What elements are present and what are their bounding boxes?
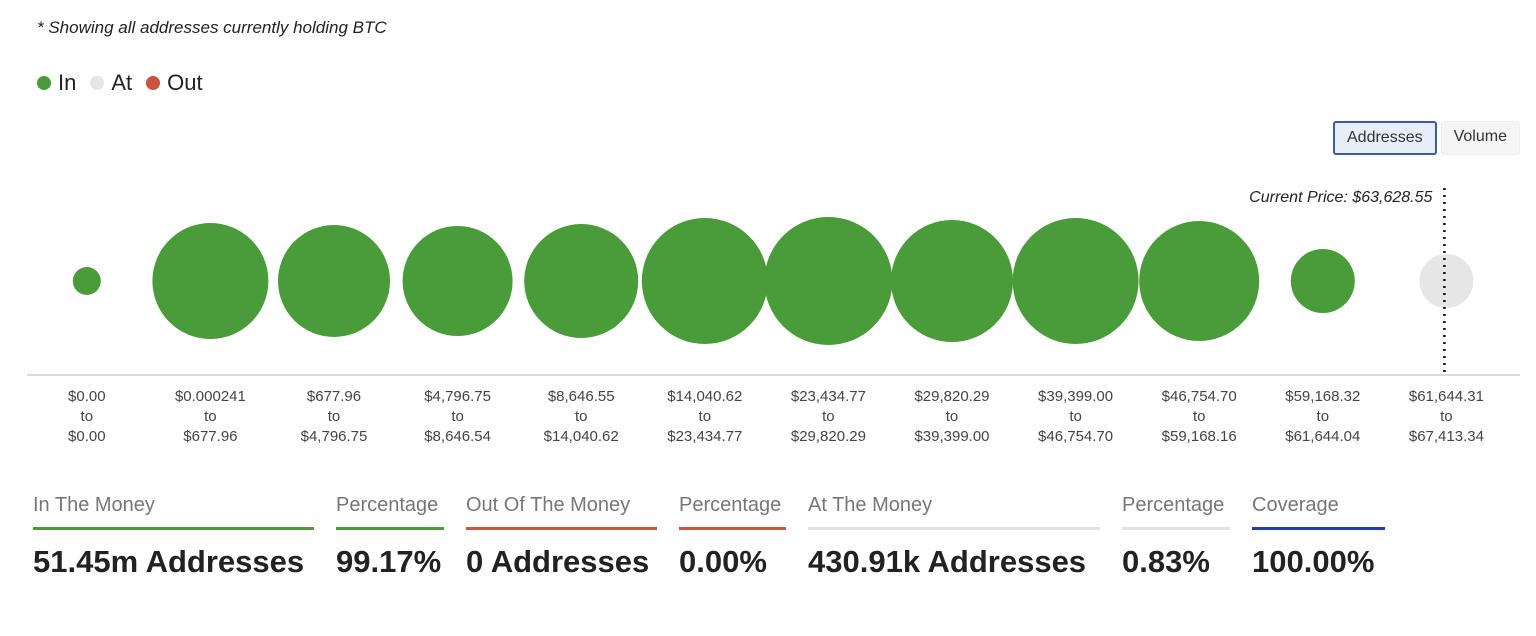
bubble xyxy=(72,267,101,295)
stat: Percentage 0.83% xyxy=(1122,494,1230,580)
x-tick-label: $29,820.29 to $39,399.00 xyxy=(914,388,989,445)
x-tick-label: $39,399.00 to $46,754.70 xyxy=(1038,388,1113,445)
stat: Coverage 100.00% xyxy=(1252,494,1385,580)
x-tick-label: $0.000241 to $677.96 xyxy=(175,388,246,445)
bubble xyxy=(891,220,1013,342)
legend-item[interactable]: In xyxy=(37,70,76,96)
stat-value: 51.45m Addresses xyxy=(33,544,305,579)
bubble xyxy=(402,226,513,336)
stat-value: 99.17% xyxy=(336,544,442,579)
legend-label: In xyxy=(58,70,77,95)
legend-item[interactable]: At xyxy=(90,70,132,96)
bubble xyxy=(1290,249,1355,313)
stat: Percentage 0.00% xyxy=(679,494,786,580)
legend-item[interactable]: Out xyxy=(146,70,203,96)
bubble xyxy=(1419,254,1474,308)
bubble xyxy=(278,225,390,337)
legend-label: Out xyxy=(167,70,203,95)
stat: At The Money 430.91k Addresses xyxy=(808,494,1100,580)
stat-value: 0.83% xyxy=(1122,544,1210,579)
note: * Showing all addresses currently holdin… xyxy=(37,18,387,37)
bubble xyxy=(152,223,269,339)
x-tick-label: $14,040.62 to $23,434.77 xyxy=(667,388,742,445)
stat-label: Percentage xyxy=(336,494,444,530)
stat-label: Out Of The Money xyxy=(466,494,657,530)
stat: Out Of The Money 0 Addresses xyxy=(466,494,657,580)
stat-label: In The Money xyxy=(33,494,314,530)
legend-label: At xyxy=(111,70,133,95)
stat: Percentage 99.17% xyxy=(336,494,444,580)
current-price-label: Current Price: $63,628.55 xyxy=(1249,189,1432,206)
bubble xyxy=(1139,221,1260,341)
stat-value: 0 Addresses xyxy=(466,544,650,579)
stat-value: 0.00% xyxy=(679,544,767,579)
x-tick-label: $8,646.55 to $14,040.62 xyxy=(544,388,619,445)
bubble xyxy=(764,217,893,345)
stat: In The Money 51.45m Addresses xyxy=(33,494,314,580)
toggle-button[interactable]: Addresses xyxy=(1333,121,1437,155)
x-tick-label: $23,434.77 to $29,820.29 xyxy=(791,388,866,445)
x-tick-label: $59,168.32 to $61,644.04 xyxy=(1285,388,1360,445)
stat-value: 430.91k Addresses xyxy=(808,544,1087,579)
bubble xyxy=(1012,218,1139,344)
stat-label: At The Money xyxy=(808,494,1100,530)
bubble xyxy=(524,224,639,338)
stat-label: Coverage xyxy=(1252,494,1385,530)
chart: $0.00 to $0.00 $0.000241 to $677.96 $677.96 to $… xyxy=(27,188,1520,445)
view-toggle: Addresses Volume xyxy=(1333,121,1520,155)
legend: In At Out xyxy=(37,70,203,96)
x-tick-label: $677.96 to $4,796.75 xyxy=(301,388,368,445)
x-tick-label: $46,754.70 to $59,168.16 xyxy=(1162,388,1237,445)
toggle-button[interactable]: Volume xyxy=(1440,121,1520,155)
legend-dot xyxy=(37,76,51,90)
stat-label: Percentage xyxy=(1122,494,1230,530)
x-tick-label: $61,644.31 to $67,413.34 xyxy=(1409,388,1484,445)
stat-label: Percentage xyxy=(679,494,786,530)
x-tick-label: $4,796.75 to $8,646.54 xyxy=(424,388,491,445)
legend-dot xyxy=(146,76,161,90)
stats: In The Money 51.45m Addresses Percentage 99… xyxy=(33,494,1407,580)
stat-value: 100.00% xyxy=(1252,544,1375,579)
legend-dot xyxy=(90,76,105,90)
bubble xyxy=(641,218,768,344)
x-tick-label: $0.00 to $0.00 xyxy=(68,388,106,445)
